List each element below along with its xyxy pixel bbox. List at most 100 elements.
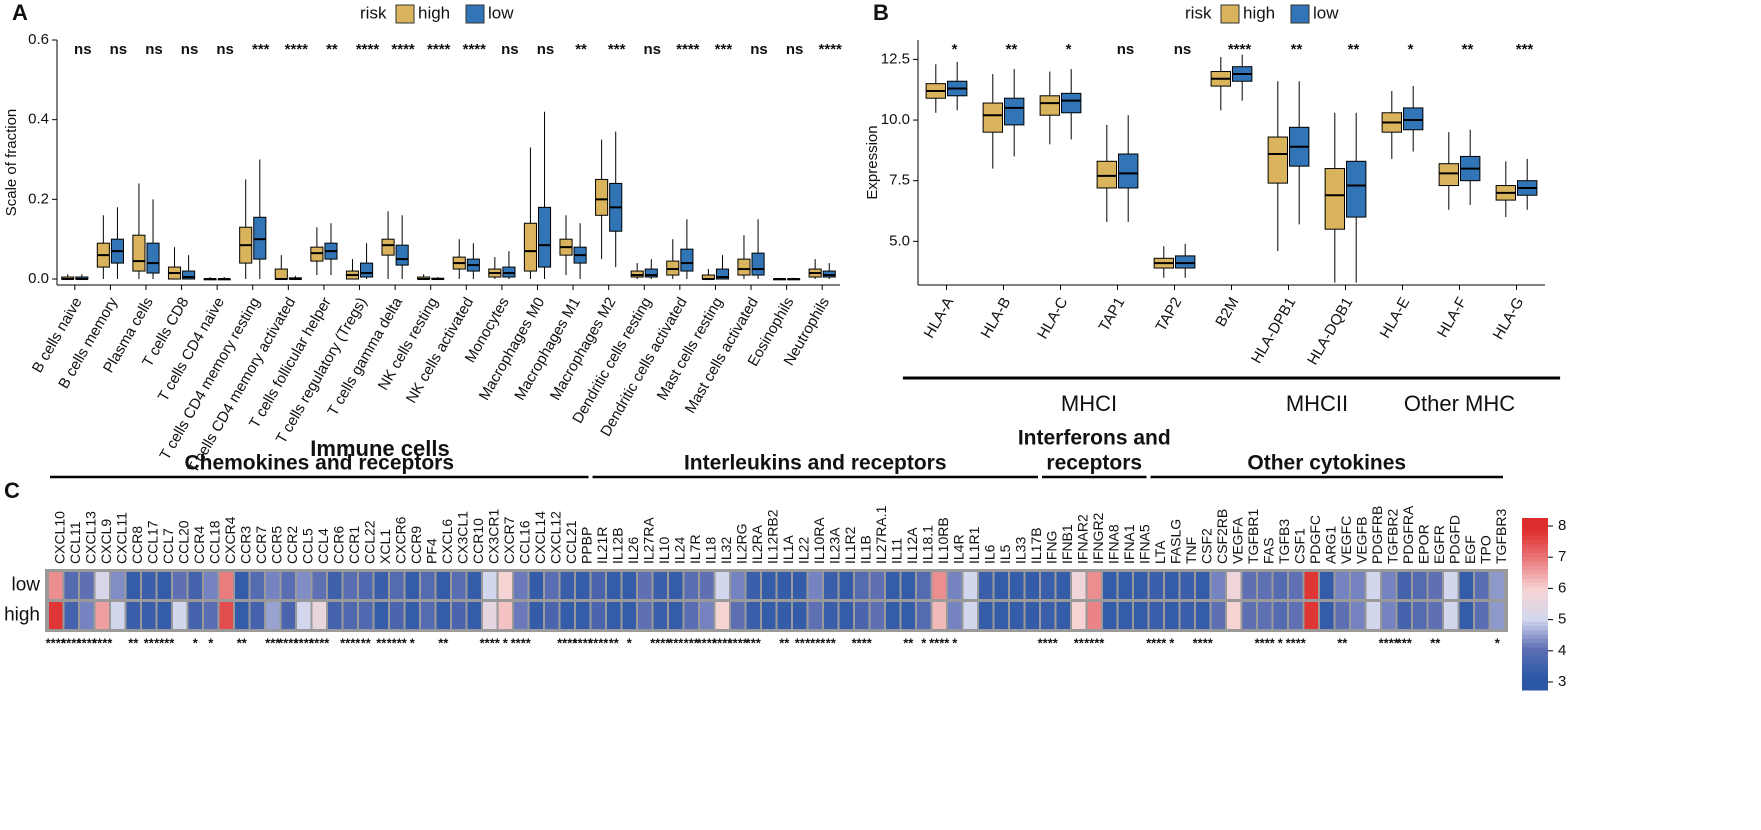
column-label: IL2RA [749,524,765,564]
significance: ns [216,41,234,58]
legend-label: low [488,3,514,22]
x-tick-label: HLA-C [1034,294,1071,342]
column-label: LTA [1152,540,1168,564]
significance: *** [1516,41,1534,58]
cell [514,602,528,629]
cell [1366,572,1380,599]
colorbar-label: 5 [1558,611,1566,628]
colorbar-step [1522,616,1548,622]
column-label: PDGFRA [1400,505,1416,564]
column-label: CCL7 [160,528,176,564]
cell [64,602,78,629]
significance: **** [676,41,700,58]
significance: ns [145,41,163,58]
x-tick-label: HLA-G [1490,294,1528,342]
colorbar-step [1522,685,1548,691]
column-label: PPBP [578,527,594,564]
cell [49,572,63,599]
cell [235,602,249,629]
cell [390,602,404,629]
column-label: CCR5 [268,526,284,564]
column-label: IL7R [687,534,703,564]
colorbar-step [1522,518,1548,523]
box [537,206,552,268]
cell [839,602,853,629]
significance: *** [1397,635,1413,650]
significance: **** [819,41,843,58]
significance: ** [1462,41,1474,58]
box [182,270,196,280]
significance: **** [356,41,380,58]
legend-label: low [1313,3,1339,22]
cell [1087,602,1101,629]
significance: ** [326,41,338,58]
legend-swatch [1290,4,1310,24]
significance: ** [237,635,248,650]
significance: ns [1117,41,1135,58]
cell [855,602,869,629]
significance: **** [294,635,315,650]
significance: **** [650,635,671,650]
cell [1382,602,1396,629]
cell [126,602,140,629]
column-label: TGFBR3 [1493,509,1509,564]
significance: **** [573,635,594,650]
cell [359,602,373,629]
colorbar-step [1522,621,1548,626]
cell [80,602,94,629]
box [146,242,160,274]
column-label: CX3CL1 [454,511,470,564]
significance: * [1169,635,1175,650]
cell [886,572,900,599]
cell [64,572,78,599]
significance: **** [77,635,98,650]
column-label: EPOR [1415,524,1431,564]
significance: **** [1193,635,1214,650]
colorbar-step [1522,539,1548,545]
significance: * [503,635,509,650]
heatmap-frame [45,569,1508,632]
x-tick-label: HLA-DQB1 [1304,294,1356,367]
cell [746,602,760,629]
cell [467,572,481,599]
column-label: VEGFC [1338,516,1354,564]
significance: ns [643,41,661,58]
significance: ns [501,41,519,58]
cell [1211,572,1225,599]
column-label: CCR9 [408,526,424,564]
significance: **** [511,635,532,650]
significance: **** [391,41,415,58]
significance: ** [1430,635,1441,650]
cell [1010,572,1024,599]
column-label: IL12RB2 [764,509,780,564]
box [595,178,609,216]
box [644,268,658,278]
colorbar-label: 4 [1558,642,1566,659]
cell [855,572,869,599]
cell [715,602,729,629]
colorbar-step [1522,522,1548,528]
column-label: ARG1 [1322,526,1338,564]
cell [436,602,450,629]
cell [1025,602,1039,629]
cell [870,572,884,599]
cell [359,572,373,599]
box [715,268,730,280]
box [1118,153,1139,189]
colorbar-step [1522,543,1548,549]
cell [219,602,233,629]
significance: *** [746,635,762,650]
column-label: IL10RB [935,517,951,564]
significance: **** [285,41,309,58]
cell [1180,572,1194,599]
column-label: CSF2 [1198,528,1214,564]
cell [638,572,652,599]
cell [1273,602,1287,629]
colorbar-step [1522,586,1548,592]
cell [731,572,745,599]
colorbar-step [1522,647,1548,652]
x-tick-label: HLA-E [1377,294,1414,341]
y-tick-label: 0.2 [28,190,49,207]
cell [421,602,435,629]
colorbar-step [1522,608,1548,614]
